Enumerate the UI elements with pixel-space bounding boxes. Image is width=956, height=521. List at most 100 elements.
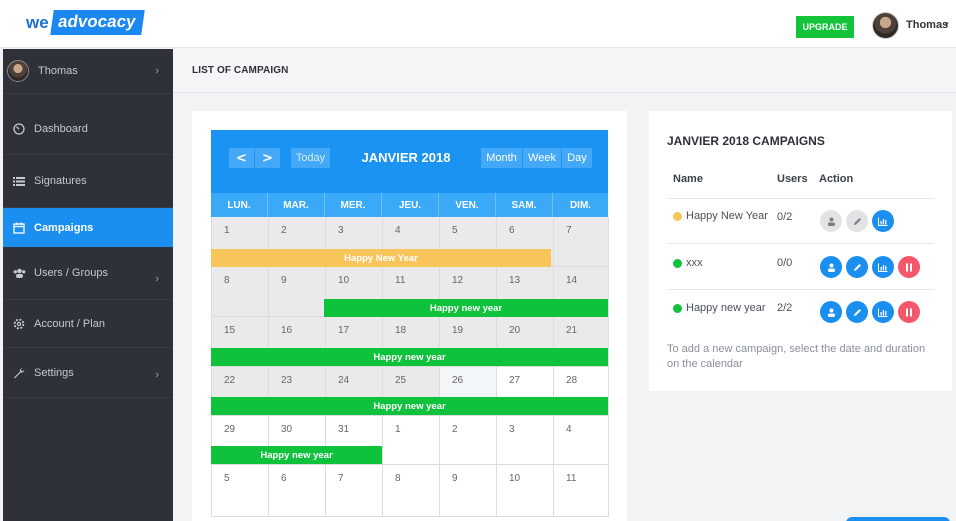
sidebar: Thomas › Dashboard Signatures Campaigns … [3,49,173,521]
brand-logo[interactable]: we advocacy [26,10,144,35]
sidebar-item-dashboard[interactable]: Dashboard [3,103,173,155]
status-dot-icon [673,303,682,313]
signature-icon [12,174,26,188]
edit-pencil-icon[interactable] [846,256,868,278]
row-divider [667,243,934,244]
sidebar-item-label: Account / Plan [34,317,105,330]
top-bar: we advocacy UPGRADE Thomas ▾ [0,0,956,48]
chevron-right-icon: › [155,65,159,77]
weekday-header-row: LUN. MAR. MER. JEU. VEN. SAM. DIM. [211,193,608,217]
day-cell[interactable]: 9 [440,465,497,517]
sidebar-user[interactable]: Thomas › [3,49,173,94]
campaign-row-name[interactable]: Happy New Year [673,210,768,222]
status-dot-icon [673,258,682,268]
campaign-users-count: 2/2 [777,302,793,314]
campaign-users-count: 0/2 [777,211,793,223]
gear-icon [12,317,26,331]
calendar-title: JANVIER 2018 [361,150,451,165]
day-cell[interactable]: 2 [440,416,497,465]
sidebar-item-signatures[interactable]: Signatures [3,155,173,208]
column-header-action: Action [819,173,854,185]
sidebar-item-users-groups[interactable]: Users / Groups › [3,247,173,300]
sidebar-item-label: Dashboard [34,122,88,135]
pause-icon[interactable] [898,301,920,323]
stats-chart-icon[interactable] [872,301,894,323]
sidebar-item-label: Campaigns [34,221,94,234]
campaign-name: Happy New Year [686,210,768,222]
edit-pencil-icon[interactable] [846,210,868,232]
chevron-right-icon: › [155,369,159,381]
view-day-button[interactable]: Day [562,148,592,168]
day-cell[interactable]: 7 [554,217,609,267]
sidebar-item-account-plan[interactable]: Account / Plan [3,300,173,348]
edit-pencil-icon[interactable] [846,301,868,323]
row-divider [667,289,934,290]
day-cell[interactable]: 3 [497,416,554,465]
day-cell[interactable]: 10 [497,465,554,517]
weekday-label: MER. [325,193,382,217]
calendar-next-button[interactable]: > [255,148,280,168]
floating-action-button[interactable] [846,517,950,521]
day-cell[interactable]: 4 [554,416,609,465]
calendar-event[interactable]: Happy new year [211,348,608,366]
day-cell[interactable]: 6 [269,465,326,517]
page-header: LIST OF CAMPAIGN [173,49,956,93]
user-icon[interactable] [820,301,842,323]
sidebar-item-label: Users / Groups [34,267,108,279]
caret-down-icon[interactable]: ▾ [945,21,949,28]
calendar-prev-button[interactable]: < [229,148,254,168]
weekday-label: SAM. [496,193,553,217]
stats-chart-icon[interactable] [872,210,894,232]
campaign-name: Happy new year [686,302,766,314]
user-icon[interactable] [820,256,842,278]
sidebar-item-label: Settings [34,366,74,379]
page-title: LIST OF CAMPAIGN [192,65,289,76]
day-cell[interactable]: 8 [383,465,440,517]
sidebar-item-settings[interactable]: Settings › [3,348,173,398]
stats-chart-icon[interactable] [872,256,894,278]
campaigns-card [649,111,952,391]
weekday-label: VEN. [439,193,496,217]
weekday-label: JEU. [382,193,439,217]
day-cell[interactable]: 5 [212,465,269,517]
day-cell[interactable]: 8 [212,267,269,317]
column-header-name: Name [673,173,703,185]
chevron-right-icon: › [155,273,159,285]
day-cell[interactable]: 1 [383,416,440,465]
sidebar-item-label: Signatures [34,175,87,187]
campaign-row-name[interactable]: Happy new year [673,302,766,314]
status-dot-icon [673,211,682,221]
upgrade-button[interactable]: UPGRADE [796,16,854,38]
sidebar-user-name: Thomas [38,65,78,77]
pause-icon[interactable] [898,256,920,278]
calendar-event[interactable]: Happy New Year [211,249,551,267]
calendar-event[interactable]: Happy new year [211,446,382,464]
wrench-icon [12,366,26,380]
view-week-button[interactable]: Week [523,148,561,168]
sidebar-avatar [7,60,29,82]
user-menu-name[interactable]: Thomas [906,19,949,31]
row-divider [667,198,934,199]
dashboard-icon [12,122,26,136]
weekday-label: DIM. [569,199,592,211]
calendar-icon [12,221,26,235]
logo-part-we: we [26,12,49,32]
calendar-event[interactable]: Happy new year [324,299,608,317]
campaign-users-count: 0/0 [777,257,793,269]
day-cell[interactable]: 9 [269,267,326,317]
add-campaign-hint: To add a new campaign, select the date a… [667,343,926,370]
weekday-label: MAR. [268,193,325,217]
weekday-label: LUN. [211,193,268,217]
column-header-users: Users [777,173,808,185]
campaign-row-name[interactable]: xxx [673,257,703,269]
day-cell[interactable]: 7 [326,465,383,517]
calendar-today-button[interactable]: Today [291,148,330,168]
user-icon[interactable] [820,210,842,232]
calendar-event[interactable]: Happy new year [211,397,608,415]
view-month-button[interactable]: Month [481,148,522,168]
sidebar-item-campaigns[interactable]: Campaigns [3,208,173,247]
user-avatar[interactable] [872,12,899,39]
day-cell[interactable]: 11 [554,465,609,517]
campaign-name: xxx [686,257,703,269]
logo-part-advocacy: advocacy [49,10,144,35]
